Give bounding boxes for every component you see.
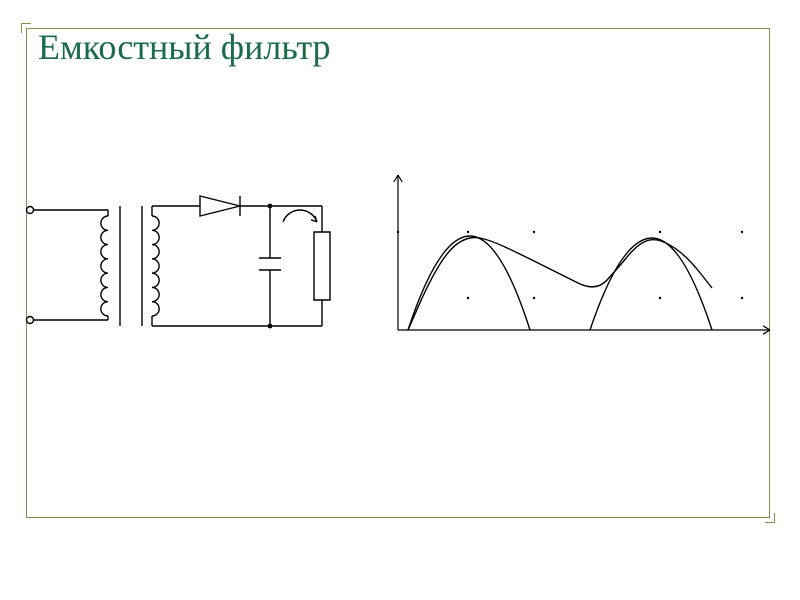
waveform-graph [0, 0, 800, 600]
